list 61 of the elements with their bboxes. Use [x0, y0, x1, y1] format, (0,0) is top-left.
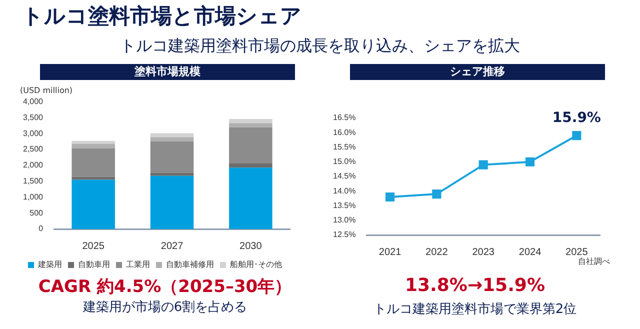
- y-tick-label: 13.0%: [332, 216, 356, 225]
- bar: [229, 123, 272, 128]
- bar: [150, 176, 194, 229]
- y-tick-label: 2,500: [22, 144, 44, 154]
- y-tick-label: 500: [30, 208, 44, 218]
- y-tick-label: 1,500: [22, 176, 44, 186]
- x-tick-label: 2023: [472, 246, 495, 258]
- y-tick-label: 14.5%: [332, 172, 356, 181]
- y-tick-label: 3,000: [22, 128, 44, 138]
- text: 13.8%→15.9%: [404, 275, 546, 296]
- chart-title: 塗料市場規模: [40, 64, 295, 80]
- y-tick-label: 13.5%: [332, 200, 356, 210]
- legend-label: 工業用: [126, 260, 150, 270]
- x-tick-label: 2024: [518, 246, 542, 258]
- y-tick-label: 1,000: [22, 192, 44, 202]
- y-axis-title: (USD million): [20, 86, 73, 95]
- bar: [229, 168, 272, 229]
- legend-label: 自動車補修用: [166, 260, 214, 270]
- text: CAGR 約4.5%（2025–30年）: [37, 276, 293, 298]
- x-tick-label: 2025: [82, 240, 105, 252]
- bar: [150, 137, 194, 142]
- x-tick-label: 2027: [160, 240, 184, 252]
- text: 建築用が市場の6割を占める: [82, 299, 248, 316]
- x-tick-label: 2022: [426, 246, 448, 258]
- point: [478, 160, 488, 170]
- bar: [229, 127, 272, 164]
- chart-title: シェア推移: [350, 64, 605, 80]
- legend-label: 船舶用･その他: [230, 260, 282, 270]
- point: [432, 190, 442, 199]
- text: 自社調べ: [578, 256, 610, 267]
- point: [525, 157, 535, 166]
- y-tick-label: 4,000: [22, 97, 44, 106]
- bar: [150, 133, 194, 138]
- bar: [72, 140, 115, 144]
- bar: [229, 163, 272, 168]
- y-tick-label: 14.0%: [332, 186, 356, 196]
- y-tick-label: 15.5%: [332, 142, 356, 152]
- text: トルコ建築用塗料市場で業界第2位: [372, 301, 578, 318]
- bar: [72, 148, 115, 177]
- data-label: 15.9%: [552, 110, 601, 126]
- text: トルコ塗料市場と市場シェア: [22, 3, 302, 30]
- bar: [150, 142, 194, 173]
- y-tick-label: 16.0%: [332, 128, 356, 137]
- y-tick-label: 3,500: [22, 112, 44, 122]
- bar: [150, 172, 194, 176]
- bar: [229, 118, 272, 124]
- x-tick-label: 2025: [566, 246, 588, 258]
- y-tick-label: 16.5%: [332, 113, 356, 122]
- x-tick-label: 2021: [378, 246, 402, 258]
- y-tick-label: 12.5%: [332, 230, 356, 240]
- bar: [72, 180, 115, 229]
- y-tick-label: 15.0%: [332, 157, 356, 166]
- point: [385, 192, 395, 202]
- legend-label: 建築用: [37, 260, 62, 270]
- text: トルコ建築用塗料市場の成長を取り込み、シェアを拡大: [119, 36, 521, 57]
- point: [572, 131, 582, 140]
- bar: [72, 144, 115, 148]
- x-tick-label: 2030: [240, 240, 262, 252]
- legend-label: 自動車用: [78, 260, 110, 270]
- y-tick-label: 2,000: [22, 160, 44, 170]
- y-tick-label: 0: [38, 224, 44, 234]
